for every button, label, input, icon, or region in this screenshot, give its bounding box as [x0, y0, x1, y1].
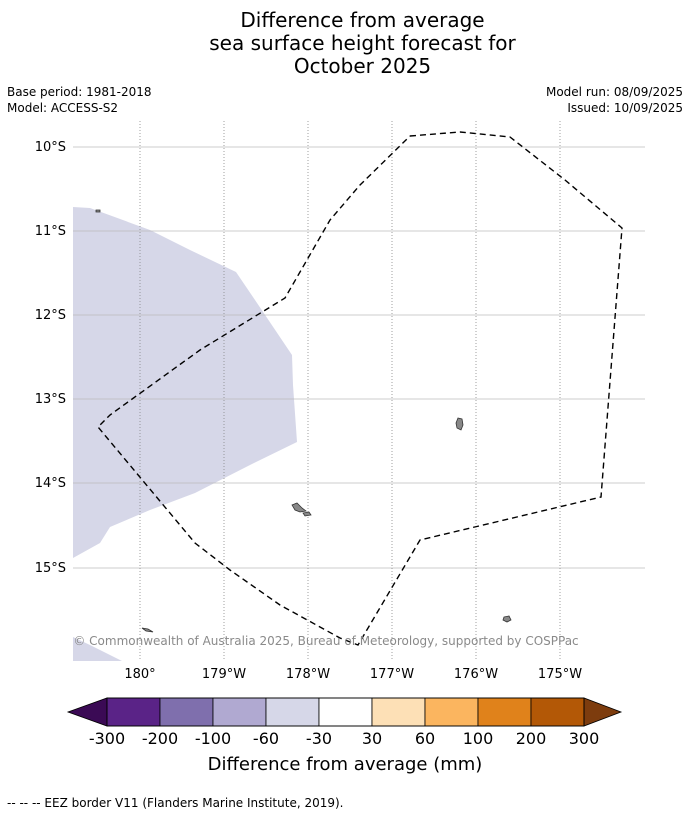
- anomaly-region-southwest: [73, 637, 122, 661]
- lon-label-177w: 177°W: [370, 667, 414, 682]
- lat-label-14s: 14°S: [35, 476, 66, 491]
- issued-date: Issued: 10/09/2025: [567, 101, 683, 115]
- lon-label-178w: 178°W: [286, 667, 330, 682]
- lon-label-176w: 176°W: [454, 667, 498, 682]
- cb-tick-4: -60: [253, 729, 279, 748]
- model-run-date: Model run: 08/09/2025: [545, 85, 683, 99]
- colorbar-bin-6: [371, 697, 426, 727]
- island-southwest: [141, 627, 154, 633]
- colorbar-title: Difference from average (mm): [208, 754, 483, 775]
- colorbar-bin-3: [212, 697, 267, 727]
- cb-tick-2: -200: [142, 729, 178, 748]
- longitude-gridlines: [139, 121, 561, 661]
- colorbar-bin-4: [265, 697, 320, 727]
- colorbar-outline: [106, 697, 585, 727]
- lon-label-179w: 179°W: [202, 667, 246, 682]
- island-southeast: [502, 615, 512, 623]
- colorbar-ticks: -300 -200 -100 -60 -30 30 60 100 200 300: [89, 729, 599, 748]
- lat-label-12s: 12°S: [35, 308, 66, 323]
- colorbar: [66, 697, 623, 727]
- cb-tick-1: -300: [89, 729, 125, 748]
- map-figure: © Commonwealth of Australia 2025, Bureau…: [35, 121, 645, 775]
- lat-label-11s: 11°S: [35, 224, 66, 239]
- anomaly-region-west: [73, 207, 297, 558]
- island-south-2: [302, 511, 312, 517]
- colorbar-bin-2: [159, 697, 214, 727]
- model-info: Base period: 1981-2018 Model: ACCESS-S2: [7, 84, 152, 116]
- lon-label-175w: 175°W: [538, 667, 582, 682]
- colorbar-bin-1: [106, 697, 161, 727]
- islands: [95, 209, 512, 633]
- base-period: Base period: 1981-2018: [7, 85, 152, 99]
- page-title: Difference from average sea surface heig…: [0, 9, 690, 78]
- colorbar-low-extend: [66, 697, 108, 727]
- eez-border: [97, 131, 623, 646]
- lat-label-15s: 15°S: [35, 561, 66, 576]
- island-south-1: [291, 502, 307, 513]
- title-line-2: sea surface height forecast for: [209, 31, 516, 55]
- map-copyright: © Commonwealth of Australia 2025, Bureau…: [73, 634, 578, 648]
- cb-tick-6: 30: [362, 729, 382, 748]
- cb-tick-9: 200: [516, 729, 547, 748]
- island-east: [455, 417, 464, 431]
- eez-legend: -- -- -- EEZ border V11 (Flanders Marine…: [7, 796, 344, 810]
- colorbar-bin-7: [424, 697, 479, 727]
- longitude-labels: 180° 179°W 178°W 177°W 176°W 175°W: [124, 667, 582, 682]
- lat-label-10s: 10°S: [35, 140, 66, 155]
- lon-label-180: 180°: [124, 667, 155, 682]
- island-west-top: [95, 209, 101, 213]
- map-panel: © Commonwealth of Australia 2025, Bureau…: [73, 121, 645, 661]
- colorbar-high-extend: [583, 697, 623, 727]
- colorbar-bin-8: [477, 697, 532, 727]
- latitude-gridlines: [73, 146, 645, 569]
- cb-tick-3: -100: [195, 729, 231, 748]
- colorbar-bin-5: [318, 697, 373, 727]
- lat-label-13s: 13°S: [35, 392, 66, 407]
- title-line-3: October 2025: [293, 54, 432, 78]
- latitude-labels: 10°S 11°S 12°S 13°S 14°S 15°S: [35, 140, 66, 576]
- cb-tick-7: 60: [415, 729, 435, 748]
- model-name: Model: ACCESS-S2: [7, 101, 119, 115]
- cb-tick-5: -30: [306, 729, 332, 748]
- title-line-1: Difference from average: [240, 8, 485, 32]
- run-info: Model run: 08/09/2025 Issued: 10/09/2025: [546, 84, 683, 116]
- colorbar-bin-9: [530, 697, 585, 727]
- cb-tick-8: 100: [463, 729, 494, 748]
- cb-tick-10: 300: [569, 729, 600, 748]
